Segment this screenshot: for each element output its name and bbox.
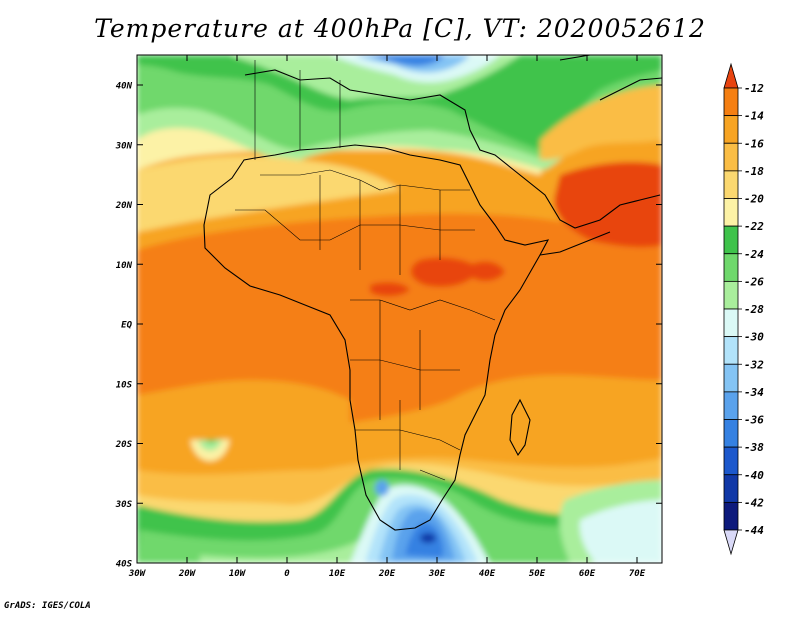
colorbar-label: -12 xyxy=(744,82,764,95)
lat-label: 10S xyxy=(116,380,133,390)
colorbar-label: -36 xyxy=(744,414,764,427)
lat-label: 10N xyxy=(116,261,133,271)
colorbar-label: -44 xyxy=(744,524,764,537)
colorbar-swatch xyxy=(723,87,739,117)
colorbar-label: -22 xyxy=(744,220,764,233)
colorbar-label: -34 xyxy=(744,386,764,399)
colorbar-label: -40 xyxy=(744,469,764,482)
lat-label: 20S xyxy=(115,440,133,450)
colorbar-label: -24 xyxy=(744,248,764,261)
lat-label: 40S xyxy=(116,560,133,570)
colorbar-swatch xyxy=(723,142,739,172)
lon-label: 50E xyxy=(529,569,546,579)
colorbar-swatch xyxy=(723,336,739,365)
colorbar-label: -28 xyxy=(744,303,764,316)
colorbar-label: -42 xyxy=(744,496,764,509)
colorbar-swatch xyxy=(723,253,739,282)
lat-label: EQ xyxy=(121,321,132,331)
lat-label: 30S xyxy=(115,500,133,510)
colorbar-swatch xyxy=(723,363,739,393)
colorbar-swatch xyxy=(723,308,739,338)
lon-label: 40E xyxy=(479,569,496,579)
lon-label: 30W xyxy=(128,569,147,579)
longitude-axis: 30W 20W 10W 0 10E 20E 30E 40E 50E 60E 70E xyxy=(128,55,646,579)
colorbar-swatch xyxy=(723,170,739,199)
colorbar-swatch xyxy=(723,280,739,310)
map-frame xyxy=(136,54,663,564)
temperature-field xyxy=(137,55,662,563)
colorbar-swatch xyxy=(723,198,739,227)
colorbar-label: -20 xyxy=(744,193,764,206)
colorbar-label: -32 xyxy=(744,358,764,371)
colorbar-swatch xyxy=(723,225,739,255)
country-borders xyxy=(235,60,496,481)
colorbar-swatch xyxy=(723,115,739,144)
lon-label: 10E xyxy=(329,569,346,579)
colorbar-top-arrow xyxy=(723,62,739,89)
lon-label: 20E xyxy=(378,569,396,579)
colorbar: -12 -14 -16 -18 -20 -22 -24 -26 -28 -30 -32 -34 -36 -… xyxy=(723,62,764,556)
lat-label: 20N xyxy=(115,201,133,211)
colorbar-bottom-arrow xyxy=(723,529,739,556)
grads-credit: GrADS: IGES/COLA xyxy=(4,601,91,611)
colorbar-label: -26 xyxy=(744,275,764,288)
coastlines xyxy=(203,55,662,531)
colorbar-label: -14 xyxy=(744,110,764,123)
colorbar-label: -30 xyxy=(744,331,764,344)
latitude-axis: 40N 30N 20N 10N EQ 10S 20S 30S 40S xyxy=(115,82,662,570)
lon-label: 0 xyxy=(284,569,290,579)
colorbar-swatch xyxy=(723,391,739,420)
lon-label: 70E xyxy=(629,569,646,579)
colorbar-label: -18 xyxy=(744,165,764,178)
lat-label: 30N xyxy=(115,141,133,151)
colorbar-swatch xyxy=(723,419,739,448)
colorbar-label: -38 xyxy=(744,441,764,454)
map-title: Temperature at 400hPa [C], VT: 202005261… xyxy=(94,14,706,43)
lon-label: 30E xyxy=(428,569,446,579)
lon-label: 60E xyxy=(579,569,596,579)
lon-label: 10W xyxy=(229,569,247,579)
colorbar-swatch xyxy=(723,446,739,476)
lat-label: 40N xyxy=(116,82,133,92)
colorbar-label: -16 xyxy=(744,137,764,150)
lon-label: 20W xyxy=(178,569,197,579)
colorbar-swatch xyxy=(723,501,739,531)
colorbar-swatch xyxy=(723,474,739,503)
